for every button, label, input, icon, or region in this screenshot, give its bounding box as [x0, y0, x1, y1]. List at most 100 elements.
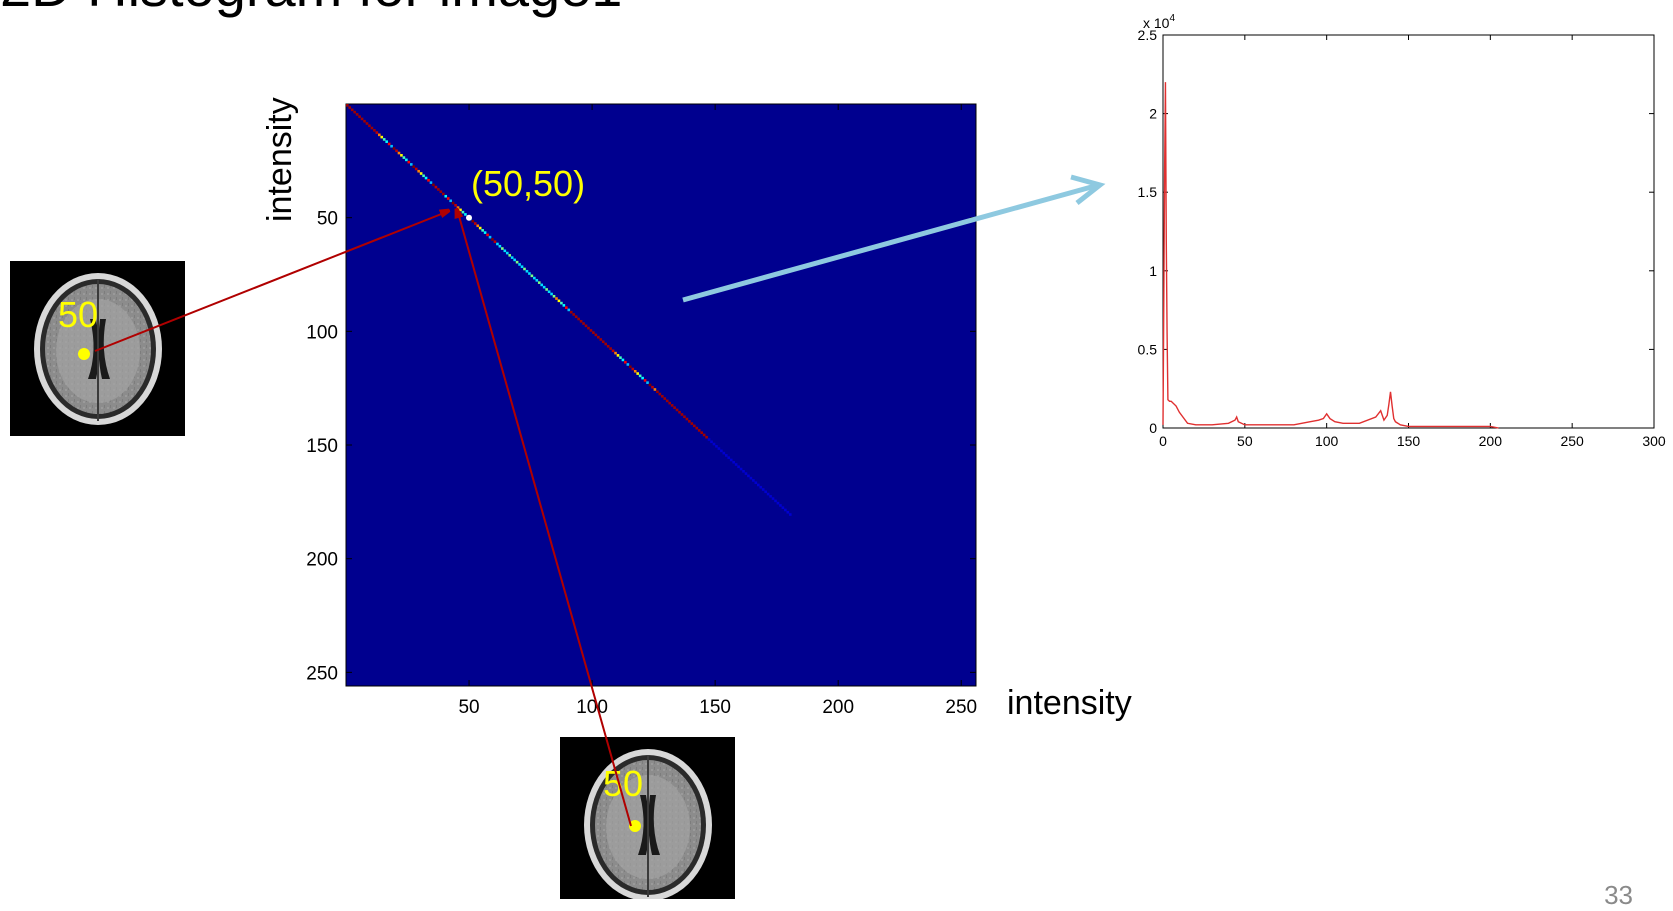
- heatmap-cell: [547, 290, 551, 294]
- heatmap-cell: [648, 383, 652, 387]
- heatmap-y-tick-label: 200: [306, 550, 338, 571]
- heatmap-cell: [769, 495, 772, 498]
- heatmap-y-axis-label: intensity: [261, 97, 299, 222]
- heatmap-cell: [412, 165, 416, 168]
- heatmap-y-tick-label: 100: [306, 322, 338, 343]
- heatmap-cell: [350, 108, 354, 112]
- heatmap-cell: [665, 399, 669, 403]
- heatmap-cell: [505, 251, 509, 255]
- heatmap-cell: [471, 219, 475, 223]
- heatmap-cell: [400, 154, 403, 157]
- joint-histogram-heatmap: 50 100 150 200 250 50 100 150 200 250: [306, 103, 977, 718]
- histogram-y-tick-label: 0: [1149, 420, 1157, 436]
- heatmap-cell: [380, 135, 384, 139]
- heatmap-x-tick-label: 50: [458, 697, 479, 718]
- heatmap-x-tick-label: 250: [945, 697, 977, 718]
- heatmap-cell: [560, 301, 563, 305]
- heatmap-cell: [747, 474, 750, 478]
- heatmap-cell: [530, 274, 534, 278]
- heatmap-cell: [715, 445, 718, 448]
- heatmap-cell: [503, 249, 507, 253]
- heatmap-cell: [417, 169, 420, 173]
- heatmap-cell: [572, 313, 576, 316]
- heatmap-cell: [545, 288, 548, 291]
- heatmap-cell: [395, 149, 398, 153]
- heatmap-cell: [621, 358, 625, 362]
- heatmap-cell: [690, 422, 694, 425]
- heatmap-cell: [360, 117, 364, 121]
- heatmap-cell: [609, 347, 612, 350]
- heatmap-cell: [525, 269, 529, 273]
- heatmap-cell: [651, 385, 654, 389]
- heatmap-cell: [661, 395, 664, 398]
- histogram-x-tick-label: 0: [1159, 433, 1167, 449]
- heatmap-cell: [368, 124, 371, 128]
- heatmap-cell: [722, 451, 726, 455]
- heatmap-cell: [390, 144, 393, 148]
- arrow-to-1d-histogram: [682, 174, 1106, 303]
- heatmap-cell: [582, 322, 585, 325]
- heatmap-cell: [779, 504, 782, 507]
- histogram-x-tick-label: 200: [1479, 433, 1503, 449]
- heatmap-cell: [702, 433, 706, 437]
- heatmap-cell: [353, 110, 356, 114]
- heatmap-cell: [513, 258, 516, 262]
- heatmap-cell: [557, 299, 561, 303]
- heatmap-cell: [405, 158, 408, 162]
- heatmap-cell: [739, 467, 743, 471]
- heatmap-cell: [670, 404, 674, 407]
- heatmap-cell: [759, 485, 763, 489]
- heatmap-cell: [641, 376, 644, 380]
- heatmap-cell: [685, 417, 689, 421]
- heatmap-cell: [540, 283, 544, 287]
- heatmap-cell: [589, 329, 593, 332]
- heatmap-cell: [734, 463, 738, 466]
- heatmap-cell: [434, 185, 438, 189]
- heatmap-cell: [528, 272, 531, 275]
- heatmap-cell: [695, 426, 699, 430]
- heatmap-cell: [542, 285, 546, 289]
- histogram-x-tick-label: 100: [1315, 433, 1339, 449]
- heatmap-cell: [348, 106, 352, 109]
- heatmap-cell: [422, 174, 425, 178]
- heatmap-cell: [717, 447, 721, 450]
- heatmap-cell: [781, 506, 785, 509]
- heatmap-cell: [732, 460, 735, 464]
- heatmap-cell: [788, 513, 792, 516]
- heatmap-cell: [569, 310, 573, 314]
- heatmap-cell: [373, 129, 376, 132]
- heatmap-x-tick-label: 100: [576, 697, 608, 718]
- heatmap-cell: [414, 167, 418, 171]
- heatmap-highlight-point: [466, 214, 472, 221]
- heatmap-cell: [626, 363, 630, 366]
- heatmap-cell: [720, 449, 723, 453]
- heatmap-cell: [584, 324, 588, 328]
- heatmap-cell: [402, 156, 406, 159]
- heatmap-cell: [358, 115, 361, 118]
- heatmap-cell: [749, 476, 753, 480]
- heatmap-cell: [700, 431, 703, 434]
- heatmap-cell: [754, 481, 758, 484]
- heatmap-cell: [449, 199, 452, 203]
- heatmap-cell: [710, 440, 713, 444]
- heatmap-cell: [346, 104, 349, 107]
- heatmap-cell: [668, 401, 671, 405]
- heatmap-cell: [631, 367, 635, 371]
- heatmap-cell: [678, 410, 681, 414]
- heatmap-cell: [567, 308, 571, 312]
- histogram-series-line: [1162, 82, 1499, 429]
- heatmap-cell: [724, 454, 728, 457]
- heatmap-cell: [624, 360, 627, 364]
- heatmap-cell: [592, 331, 595, 334]
- heatmap-cell: [774, 499, 777, 503]
- heatmap-cell: [656, 390, 659, 394]
- heatmap-cell: [535, 279, 539, 282]
- brain-bottom-marker-dot: [629, 820, 641, 832]
- heatmap-cell: [510, 256, 514, 259]
- heatmap-cell: [481, 229, 484, 232]
- heatmap-y-tick-label: 250: [306, 663, 338, 684]
- heatmap-cell: [692, 424, 696, 428]
- heatmap-cell: [518, 263, 521, 266]
- heatmap-cell: [533, 276, 536, 280]
